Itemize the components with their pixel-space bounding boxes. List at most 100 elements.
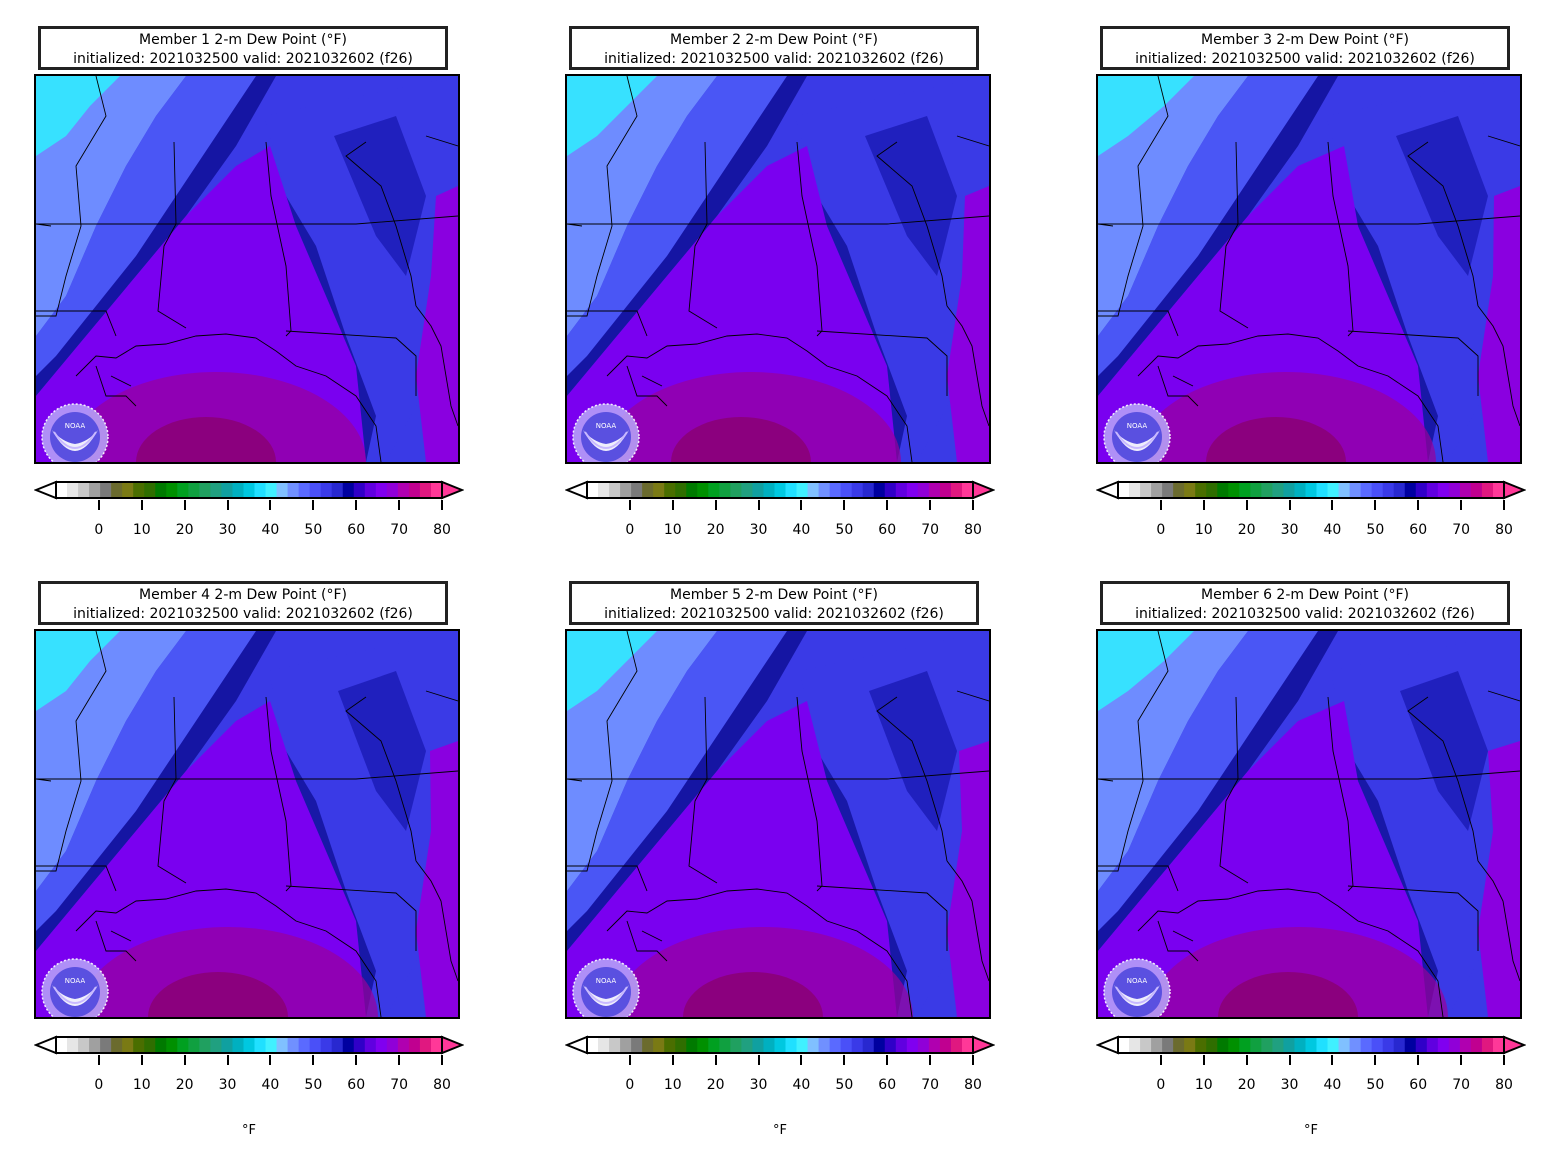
colorbar-ticks: 0 10 20 30 40 50 60 70 80	[1096, 1055, 1526, 1095]
colorbar-segment	[232, 482, 245, 498]
colorbar-segment	[1437, 1037, 1450, 1053]
colorbar-tick	[671, 500, 674, 510]
colorbar-segment	[56, 482, 68, 498]
colorbar-tick	[355, 500, 358, 510]
member-panel: Member 4 2-m Dew Point (°F) initialized:…	[33, 581, 465, 1141]
colorbar-segment	[89, 482, 101, 498]
colorbar-segment	[1371, 1037, 1384, 1053]
dewpoint-band-light	[567, 631, 717, 891]
dewpoint-streak-navy	[567, 631, 807, 951]
colorbar	[33, 1033, 465, 1057]
colorbar-tick-label: 80	[1495, 1077, 1513, 1093]
colorbar-segment	[430, 1037, 443, 1053]
colorbar-tick	[226, 500, 229, 510]
colorbar-tick	[1159, 500, 1162, 510]
colorbar-over-arrow	[1503, 1035, 1527, 1055]
colorbar-segment	[895, 1037, 908, 1053]
colorbar-segment	[342, 1037, 355, 1053]
dewpoint-band-cyan	[1098, 76, 1194, 156]
colorbar-segment	[1305, 482, 1318, 498]
dewpoint-east-dark	[865, 116, 957, 276]
colorbar-tick	[1202, 1055, 1205, 1065]
panel-subtitle: initialized: 2021032500 valid: 202103260…	[73, 51, 413, 67]
dewpoint-gulf-core	[1148, 927, 1448, 1017]
colorbar-segment	[331, 1037, 344, 1053]
colorbar-tick	[757, 500, 760, 510]
colorbar-segment	[884, 1037, 897, 1053]
colorbar-tick	[843, 1055, 846, 1065]
colorbar-segment	[774, 1037, 787, 1053]
colorbar-tick	[1460, 500, 1463, 510]
colorbar-tick-label: 50	[1366, 522, 1385, 538]
colorbar-segment	[1162, 1037, 1174, 1053]
colorbar-segment	[265, 1037, 278, 1053]
colorbar-segment	[397, 482, 410, 498]
dewpoint-band-blue	[1098, 76, 1318, 376]
colorbar-segment	[155, 482, 167, 498]
colorbar-segment	[166, 1037, 178, 1053]
colorbar-segment	[331, 482, 344, 498]
colorbar-segment	[342, 482, 355, 498]
colorbar-tick	[1417, 500, 1420, 510]
colorbar-segment	[642, 482, 654, 498]
colorbar-segment	[1360, 482, 1373, 498]
dewpoint-gulf-core-inner	[1206, 417, 1346, 462]
member-panel: Member 6 2-m Dew Point (°F) initialized:…	[1095, 581, 1527, 1141]
colorbar-segment	[177, 1037, 189, 1053]
colorbar-segment	[1206, 1037, 1218, 1053]
colorbar-tick-label: 40	[792, 1077, 811, 1093]
colorbar-segment	[298, 1037, 311, 1053]
colorbar-tick-label: 70	[921, 1077, 940, 1093]
colorbar-segment	[829, 1037, 842, 1053]
colorbar-segment	[763, 1037, 776, 1053]
colorbar-tick-label: 10	[132, 522, 151, 538]
colorbar-over-arrow	[972, 480, 996, 500]
colorbar-segment	[873, 482, 886, 498]
dewpoint-band-blue	[567, 631, 787, 931]
colorbar-segment	[155, 1037, 167, 1053]
colorbar-segment	[609, 1037, 621, 1053]
colorbar-segment	[309, 1037, 322, 1053]
colorbar-tick-label: 20	[1237, 522, 1256, 538]
state-borders	[1098, 631, 1520, 951]
colorbar-tick	[929, 1055, 932, 1065]
colorbar-tick	[1374, 500, 1377, 510]
colorbar-segment	[840, 482, 853, 498]
colorbar-tick-label: 0	[625, 1077, 635, 1093]
colorbar-segment	[1360, 1037, 1373, 1053]
colorbar-segment	[708, 482, 720, 498]
colorbar-segment	[950, 482, 963, 498]
state-borders	[567, 631, 989, 951]
colorbar-segment	[1283, 482, 1296, 498]
noaa-logo-icon: NOAA	[1102, 957, 1172, 1017]
colorbar-segment	[1338, 482, 1351, 498]
colorbar-segment	[1239, 482, 1251, 498]
dewpoint-gulf-core	[1136, 372, 1436, 462]
coastline	[606, 305, 989, 462]
colorbar-segment	[1195, 1037, 1207, 1053]
colorbar-tick-label: 50	[835, 1077, 854, 1093]
colorbar-segment	[1151, 482, 1163, 498]
colorbar-tick-label: 0	[625, 522, 635, 538]
colorbar-tick-label: 40	[792, 522, 811, 538]
dewpoint-east-dark	[869, 671, 957, 831]
colorbar-tick-label: 0	[1156, 522, 1166, 538]
colorbar-segment	[375, 482, 388, 498]
colorbar-segment	[254, 482, 267, 498]
dewpoint-band-cyan	[1098, 631, 1194, 711]
dewpoint-streak-navy	[36, 76, 276, 396]
colorbar-segment	[309, 482, 322, 498]
colorbar-segment	[906, 1037, 919, 1053]
colorbar-under-arrow	[1095, 480, 1119, 500]
colorbar	[33, 478, 465, 502]
dewpoint-gulf-core	[613, 927, 913, 1017]
dewpoint-gulf-core	[78, 927, 378, 1017]
colorbar-segment	[287, 482, 300, 498]
colorbar	[564, 478, 996, 502]
colorbar-tick	[714, 1055, 717, 1065]
colorbar-segment	[631, 1037, 643, 1053]
colorbar-segment	[873, 1037, 886, 1053]
colorbar-tick	[886, 500, 889, 510]
colorbar-segment	[862, 482, 875, 498]
colorbar-segment	[1272, 482, 1285, 498]
